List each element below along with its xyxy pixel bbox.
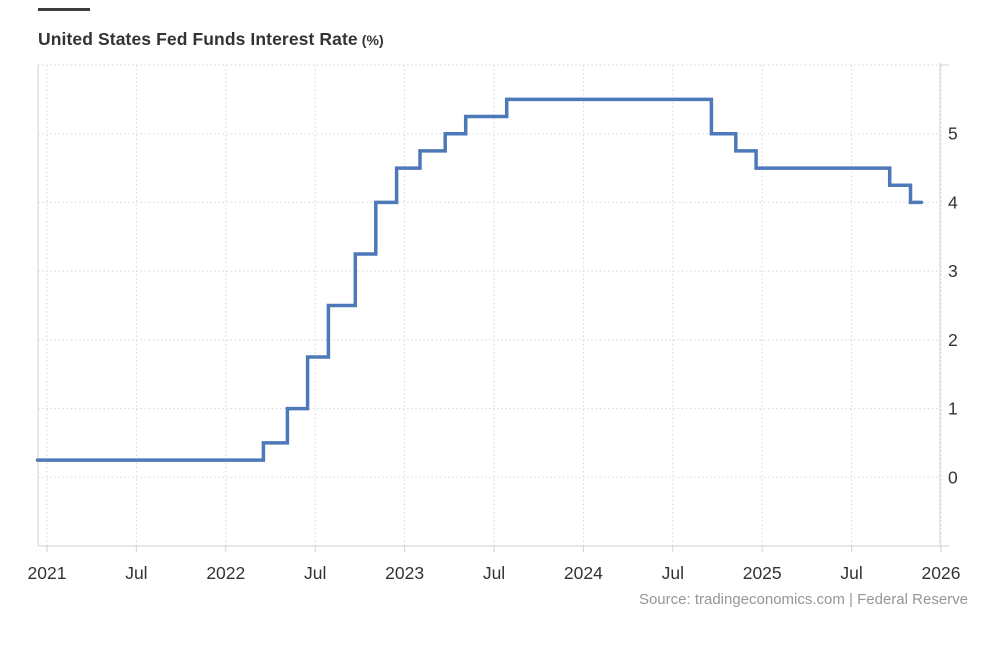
chart-plot-area[interactable]: 2021 Jul 2022 Jul 2023 Jul 2024 Jul 2025 Jul 2026 0… — [0, 0, 984, 630]
source-attribution: Source: tradingeconomics.com | Federal R… — [638, 591, 968, 608]
chart-title: United States Fed Funds Interest Rate (%) — [38, 29, 384, 50]
y-axis-label-1: 1 — [948, 399, 958, 419]
x-axis-label-2024-Jul: Jul — [662, 563, 684, 583]
x-axis-label-2021-Jul: Jul — [125, 563, 147, 583]
chart-title-text: United States Fed Funds Interest Rate — [38, 29, 358, 49]
fed-funds-rate-line[interactable] — [35, 97, 924, 462]
title-accent-bar — [38, 8, 90, 11]
x-axis-label-2025-2025: 2025 — [743, 563, 782, 583]
x-axis-label-2022-2022: 2022 — [206, 563, 245, 583]
x-axis-label-2025-Jul: Jul — [840, 563, 862, 583]
y-axis-label-4: 4 — [948, 192, 958, 212]
x-axis-label-2021-2021: 2021 — [28, 563, 67, 583]
x-axis-label-2023-2023: 2023 — [385, 563, 424, 583]
chart-title-unit: (%) — [361, 32, 384, 48]
x-axis-label-2026-2026: 2026 — [922, 563, 961, 583]
y-axis-label-0: 0 — [948, 467, 958, 487]
y-axis-label-2: 2 — [948, 330, 958, 350]
x-axis-label-2024-2024: 2024 — [564, 563, 603, 583]
y-axis-label-5: 5 — [948, 124, 958, 144]
x-axis-label-2022-Jul: Jul — [304, 563, 326, 583]
y-axis-label-3: 3 — [948, 261, 958, 281]
x-axis-label-2023-Jul: Jul — [483, 563, 505, 583]
